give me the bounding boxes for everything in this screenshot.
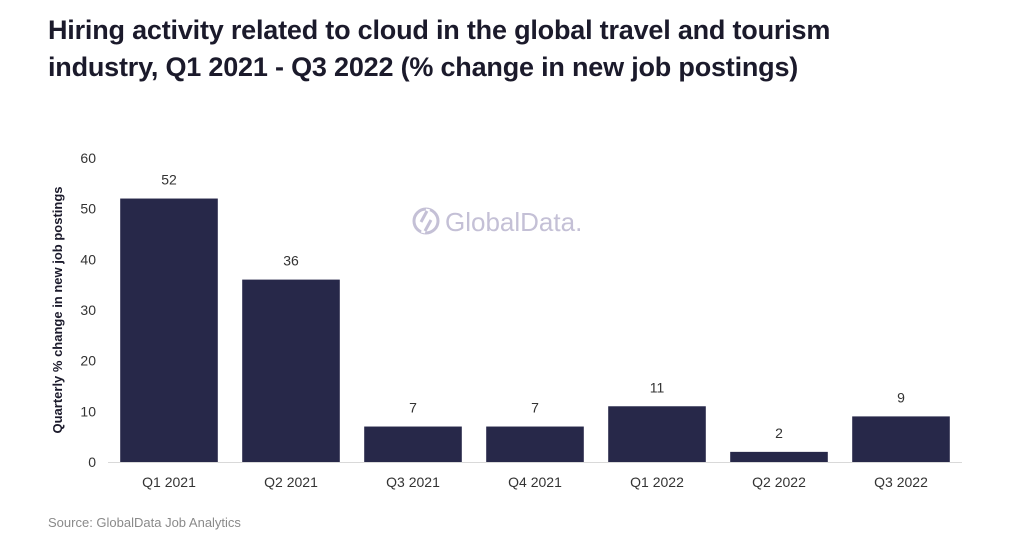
x-tick-label: Q4 2021 bbox=[508, 474, 562, 490]
bar bbox=[730, 451, 828, 462]
bar bbox=[852, 416, 950, 462]
x-tick-label: Q3 2021 bbox=[386, 474, 440, 490]
y-axis-ticks: 0 10 20 30 40 50 60 bbox=[80, 150, 96, 470]
x-tick-label: Q2 2021 bbox=[264, 474, 318, 490]
x-tick-label: Q1 2021 bbox=[142, 474, 196, 490]
y-tick-label: 0 bbox=[88, 454, 96, 470]
watermark: GlobalData. bbox=[412, 207, 582, 237]
bar bbox=[120, 198, 218, 463]
data-label: 9 bbox=[897, 389, 905, 405]
data-label: 36 bbox=[283, 253, 299, 269]
data-label: 52 bbox=[161, 172, 177, 188]
data-label: 11 bbox=[650, 379, 665, 395]
x-tick-label: Q2 2022 bbox=[752, 474, 806, 490]
bar bbox=[486, 426, 584, 462]
x-tick-label: Q3 2022 bbox=[874, 474, 928, 490]
x-tick-label: Q1 2022 bbox=[630, 474, 684, 490]
data-label: 2 bbox=[775, 425, 783, 441]
bar bbox=[608, 406, 706, 462]
y-tick-label: 30 bbox=[80, 302, 96, 318]
data-label: 7 bbox=[531, 400, 539, 416]
source-note: Source: GlobalData Job Analytics bbox=[48, 515, 241, 530]
bars bbox=[120, 198, 950, 463]
data-label: 7 bbox=[409, 400, 417, 416]
bar bbox=[364, 426, 462, 462]
globaldata-logo-icon bbox=[412, 207, 440, 235]
chart-title: Hiring activity related to cloud in the … bbox=[48, 15, 831, 82]
y-axis-label: Quarterly % change in new job postings bbox=[50, 186, 65, 433]
y-tick-label: 40 bbox=[80, 251, 96, 267]
y-tick-label: 60 bbox=[80, 150, 96, 166]
x-axis-ticks: Q1 2021 Q2 2021 Q3 2021 Q4 2021 Q1 2022 Q2 20… bbox=[142, 474, 928, 490]
y-tick-label: 10 bbox=[80, 403, 96, 419]
bar bbox=[242, 279, 340, 462]
y-tick-label: 20 bbox=[80, 353, 96, 369]
data-labels: 52 36 7 7 11 2 9 bbox=[161, 172, 905, 441]
y-tick-label: 50 bbox=[80, 201, 96, 217]
watermark-text: GlobalData. bbox=[445, 207, 582, 237]
